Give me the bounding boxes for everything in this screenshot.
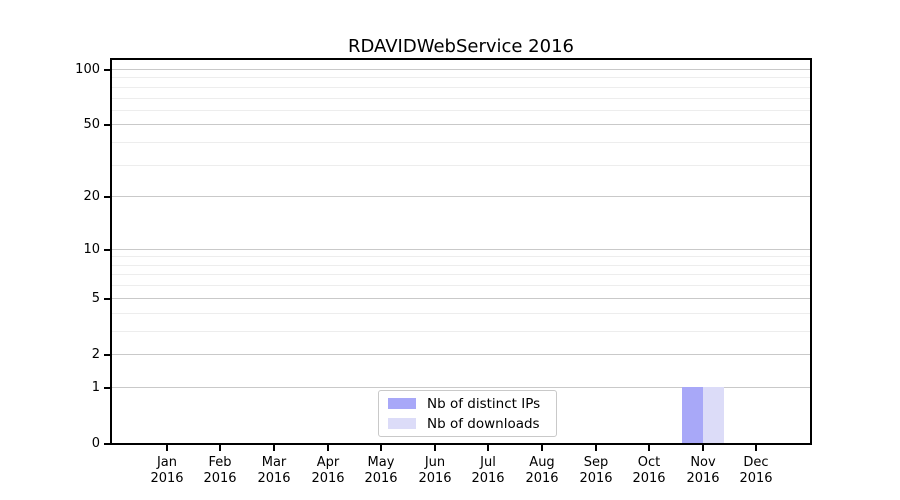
top-spine xyxy=(110,58,812,60)
x-tick xyxy=(380,445,382,451)
y-tick-label: 10 xyxy=(83,242,100,257)
x-tick-month: Mar xyxy=(261,455,287,470)
y-tick-label: 20 xyxy=(83,189,100,204)
gridline-minor xyxy=(112,285,810,286)
x-tick-year: 2016 xyxy=(686,471,720,486)
y-tick xyxy=(104,298,110,300)
y-tick xyxy=(104,387,110,389)
x-tick xyxy=(434,445,436,451)
gridline-minor xyxy=(112,331,810,332)
gridline-minor xyxy=(112,313,810,314)
gridline-major xyxy=(112,249,810,250)
x-tick-month: Jul xyxy=(480,455,496,470)
gridline-minor xyxy=(112,274,810,275)
gridline-major xyxy=(112,69,810,70)
x-tick-label-oct: Oct 2016 xyxy=(621,455,677,487)
x-tick-month: Nov xyxy=(690,455,716,470)
y-tick-label: 0 xyxy=(91,436,100,451)
gridline-minor xyxy=(112,142,810,143)
bar-downloads-nov xyxy=(703,387,724,443)
x-tick-month: Jan xyxy=(156,455,178,470)
x-tick xyxy=(648,445,650,451)
y-tick-label: 50 xyxy=(83,117,100,132)
legend-label-downloads: Nb of downloads xyxy=(427,415,540,432)
x-tick-year: 2016 xyxy=(632,471,666,486)
x-tick-year: 2016 xyxy=(739,471,773,486)
x-tick xyxy=(541,445,543,451)
x-tick xyxy=(702,445,704,451)
x-tick-year: 2016 xyxy=(150,471,184,486)
gridline-minor xyxy=(112,77,810,78)
x-tick-label-nov: Nov 2016 xyxy=(675,455,731,487)
x-tick-label-jan: Jan 2016 xyxy=(139,455,195,487)
gridline-minor xyxy=(112,265,810,266)
x-tick-label-jun: Jun 2016 xyxy=(407,455,463,487)
legend-swatch-downloads xyxy=(388,418,416,429)
x-tick-year: 2016 xyxy=(525,471,559,486)
y-tick xyxy=(104,443,110,445)
x-tick-month: Oct xyxy=(637,455,661,470)
x-tick-year: 2016 xyxy=(579,471,613,486)
x-tick xyxy=(755,445,757,451)
gridline-major xyxy=(112,196,810,197)
x-tick-label-mar: Mar 2016 xyxy=(246,455,302,487)
x-tick-year: 2016 xyxy=(364,471,398,486)
y-tick xyxy=(104,124,110,126)
gridline-major xyxy=(112,124,810,125)
x-tick-year: 2016 xyxy=(257,471,291,486)
x-tick-year: 2016 xyxy=(418,471,452,486)
x-tick-month: Jun xyxy=(424,455,446,470)
x-tick xyxy=(166,445,168,451)
x-tick-label-feb: Feb 2016 xyxy=(192,455,248,487)
x-tick-label-may: May 2016 xyxy=(353,455,409,487)
x-tick xyxy=(487,445,489,451)
y-tick xyxy=(104,354,110,356)
legend: Nb of distinct IPs Nb of downloads xyxy=(378,390,557,437)
x-tick-month: May xyxy=(367,455,395,470)
y-tick xyxy=(104,69,110,71)
chart-title: RDAVIDWebService 2016 xyxy=(348,36,574,57)
right-spine xyxy=(810,58,812,445)
x-tick-label-jul: Jul 2016 xyxy=(460,455,516,487)
y-tick xyxy=(104,249,110,251)
y-tick-label: 1 xyxy=(91,380,100,395)
x-tick xyxy=(327,445,329,451)
x-tick-label-apr: Apr 2016 xyxy=(300,455,356,487)
gridline-minor xyxy=(112,256,810,257)
gridline-major xyxy=(112,387,810,388)
y-tick-label: 2 xyxy=(91,347,100,362)
x-tick-year: 2016 xyxy=(471,471,505,486)
y-tick-label: 5 xyxy=(91,291,100,306)
left-spine xyxy=(110,58,112,445)
legend-label-distinct-ips: Nb of distinct IPs xyxy=(427,395,541,412)
x-tick-month: Aug xyxy=(529,455,555,470)
x-tick xyxy=(219,445,221,451)
bar-distinct-ips-nov xyxy=(682,387,703,443)
x-tick-label-dec: Dec 2016 xyxy=(728,455,784,487)
gridline-major xyxy=(112,298,810,299)
legend-item-distinct-ips: Nb of distinct IPs xyxy=(388,394,547,413)
x-tick-year: 2016 xyxy=(311,471,345,486)
x-tick-month: Feb xyxy=(208,455,232,470)
y-tick-label: 100 xyxy=(75,62,100,77)
y-tick xyxy=(104,196,110,198)
legend-swatch-distinct-ips xyxy=(388,398,416,409)
x-tick xyxy=(595,445,597,451)
x-tick-month: Dec xyxy=(743,455,769,470)
x-tick-label-sep: Sep 2016 xyxy=(568,455,624,487)
x-tick-month: Apr xyxy=(316,455,340,470)
gridline-minor xyxy=(112,165,810,166)
legend-item-downloads: Nb of downloads xyxy=(388,414,547,433)
x-tick xyxy=(273,445,275,451)
x-tick-month: Sep xyxy=(583,455,609,470)
bottom-spine xyxy=(110,443,812,445)
gridline-minor xyxy=(112,98,810,99)
x-tick-year: 2016 xyxy=(203,471,237,486)
x-tick-label-aug: Aug 2016 xyxy=(514,455,570,487)
gridline-major xyxy=(112,354,810,355)
gridline-minor xyxy=(112,87,810,88)
gridline-minor xyxy=(112,110,810,111)
